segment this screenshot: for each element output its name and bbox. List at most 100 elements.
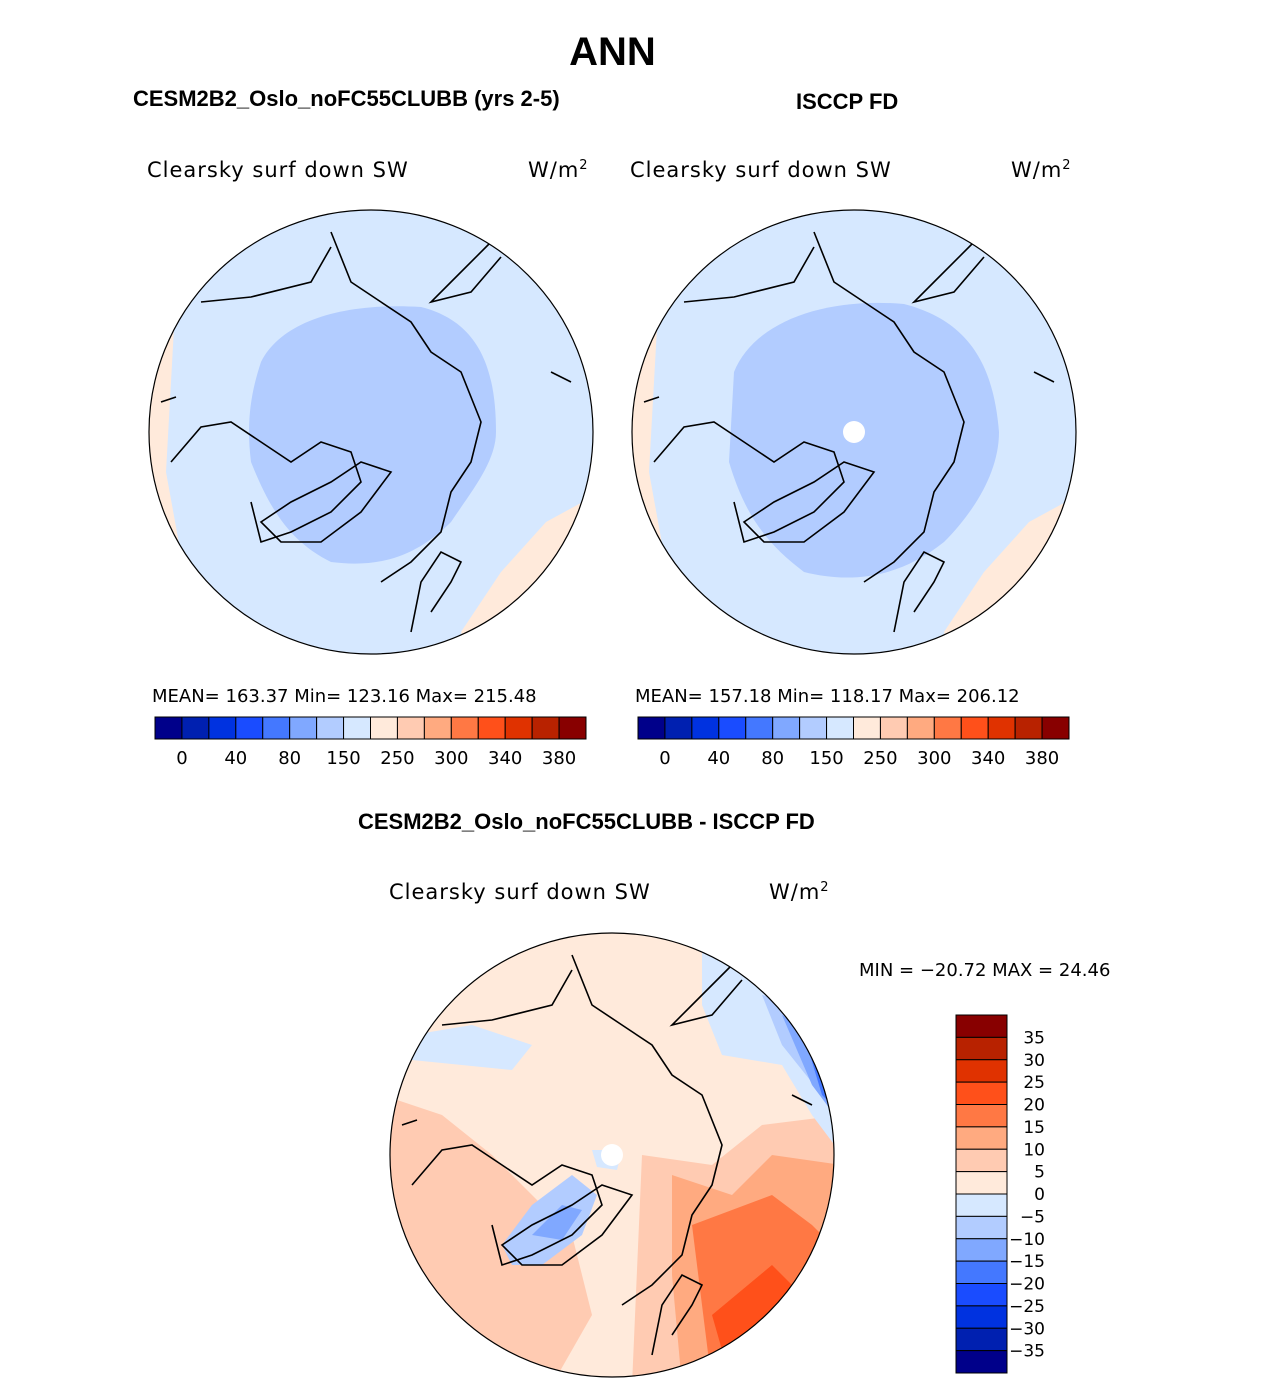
colorbar-swatch xyxy=(289,716,318,740)
cb2-colorbar: 0 40 80 150 250 300 340 380 xyxy=(637,716,1070,769)
colorbar-swatch xyxy=(531,716,560,740)
colorbar-tick-label: −10 xyxy=(1009,1230,1045,1250)
figure-title: ANN xyxy=(569,30,656,74)
colorbar-tick-label: −5 xyxy=(1020,1207,1045,1227)
colorbar-tick-label: −15 xyxy=(1009,1252,1045,1272)
coastline xyxy=(200,241,502,304)
colorbar-tick-label: 80 xyxy=(761,748,784,769)
colorbar-swatch xyxy=(955,1327,1008,1352)
colorbar-swatch xyxy=(955,1215,1008,1240)
colorbar-swatch xyxy=(955,1036,1008,1061)
panel2-stats: MEAN= 157.18 Min= 118.17 Max= 206.12 xyxy=(635,686,1020,707)
contour-region xyxy=(729,302,999,578)
coastline xyxy=(742,461,876,543)
coastline xyxy=(500,1184,634,1266)
units-exp: 2 xyxy=(1062,158,1072,173)
colorbar-swatch xyxy=(955,1350,1008,1374)
colorbar-tick-label: 0 xyxy=(1034,1185,1045,1205)
colorbar-swatch xyxy=(955,1081,1008,1105)
panel1-variable: Clearsky surf down SW xyxy=(147,158,409,182)
colorbar-swatch xyxy=(718,716,747,740)
colorbar-swatch xyxy=(208,716,237,740)
colorbar-tick-label: −20 xyxy=(1009,1275,1045,1295)
coastline xyxy=(653,421,845,544)
coastline xyxy=(643,371,1055,403)
coastline xyxy=(411,1144,603,1267)
coastline xyxy=(813,231,965,583)
colorbar-swatch xyxy=(955,1238,1008,1262)
units-text: W/m xyxy=(769,880,821,904)
panel3-units: W/m2 xyxy=(769,880,830,904)
colorbar-tick-label: 0 xyxy=(659,748,670,769)
colorbar-tick-label: 15 xyxy=(1023,1118,1045,1138)
colorbar-tick-label: 150 xyxy=(809,748,843,769)
coastline xyxy=(893,550,946,633)
colorbar-tick-label: 40 xyxy=(707,748,730,769)
coastline xyxy=(410,550,463,633)
coastline xyxy=(651,1273,704,1356)
colorbar-swatch xyxy=(154,716,183,740)
map-diff xyxy=(389,932,835,1378)
colorbar-swatch xyxy=(423,716,452,740)
units-exp: 2 xyxy=(579,158,589,173)
colorbar-tick-label: 25 xyxy=(1023,1073,1045,1093)
panel3-title: CESM2B2_Oslo_noFC55CLUBB - ISCCP FD xyxy=(358,809,815,834)
map-boundary xyxy=(389,932,835,1378)
colorbar-swatch xyxy=(960,716,989,740)
colorbar-tick-label: 340 xyxy=(488,748,522,769)
colorbar-swatch xyxy=(987,716,1016,740)
colorbar-swatch xyxy=(955,1059,1008,1083)
colorbar-tick-label: −25 xyxy=(1009,1297,1045,1317)
colorbar-swatch xyxy=(955,1126,1008,1150)
colorbar-tick-label: 250 xyxy=(863,748,897,769)
colorbar-swatch xyxy=(504,716,533,740)
colorbar-swatch xyxy=(343,716,371,740)
panel1-stats: MEAN= 163.37 Min= 123.16 Max= 215.48 xyxy=(152,686,537,707)
colorbar-swatch xyxy=(664,716,693,740)
colorbar-swatch xyxy=(772,716,801,740)
colorbar-swatch xyxy=(477,716,506,740)
colorbar-swatch xyxy=(853,716,881,740)
colorbar-swatch xyxy=(396,716,425,740)
coastline xyxy=(401,1094,813,1126)
colorbar-swatch xyxy=(826,716,854,740)
missing-data-pole xyxy=(843,421,865,443)
colorbar-tick-label: 5 xyxy=(1034,1163,1045,1183)
colorbar-swatch xyxy=(955,1305,1008,1329)
panel1-title: CESM2B2_Oslo_noFC55CLUBB (yrs 2-5) xyxy=(133,86,560,111)
coastline xyxy=(571,954,723,1306)
colorbar-tick-label: 40 xyxy=(224,748,247,769)
units-text: W/m xyxy=(528,158,580,182)
panel3-stats: MIN = −20.72 MAX = 24.46 xyxy=(859,960,1111,981)
coastline xyxy=(259,461,393,543)
colorbar-tick-label: −30 xyxy=(1009,1319,1045,1339)
coastline xyxy=(170,421,362,544)
coastline xyxy=(441,964,743,1027)
colorbar-tick-label: 340 xyxy=(971,748,1005,769)
colorbar-swatch xyxy=(235,716,264,740)
colorbar-tick-label: 250 xyxy=(380,748,414,769)
contour-region xyxy=(249,306,496,564)
colorbar-tick-label: 300 xyxy=(434,748,468,769)
colorbar-swatch xyxy=(955,1104,1008,1128)
colorbar-swatch xyxy=(181,716,210,740)
panel3-variable: Clearsky surf down SW xyxy=(389,880,651,904)
panel2-title: ISCCP FD xyxy=(796,89,899,114)
coastline xyxy=(683,241,985,304)
colorbar-swatch xyxy=(879,716,908,740)
colorbar-tick-label: −35 xyxy=(1009,1342,1045,1362)
colorbar-swatch xyxy=(370,716,398,740)
colorbar-swatch xyxy=(450,716,479,740)
colorbar-swatch xyxy=(955,1171,1008,1195)
colorbar-swatch xyxy=(906,716,935,740)
colorbar-swatch xyxy=(558,716,587,740)
colorbar-tick-label: 35 xyxy=(1023,1028,1045,1048)
units-exp: 2 xyxy=(820,880,830,895)
cb1-colorbar: 0 40 80 150 250 300 340 380 xyxy=(154,716,587,769)
map-boundary xyxy=(148,209,594,655)
colorbar-tick-label: 300 xyxy=(917,748,951,769)
colorbar-tick-label: 10 xyxy=(1023,1140,1045,1160)
panel1-units: W/m2 xyxy=(528,158,589,182)
coastline xyxy=(330,231,482,583)
